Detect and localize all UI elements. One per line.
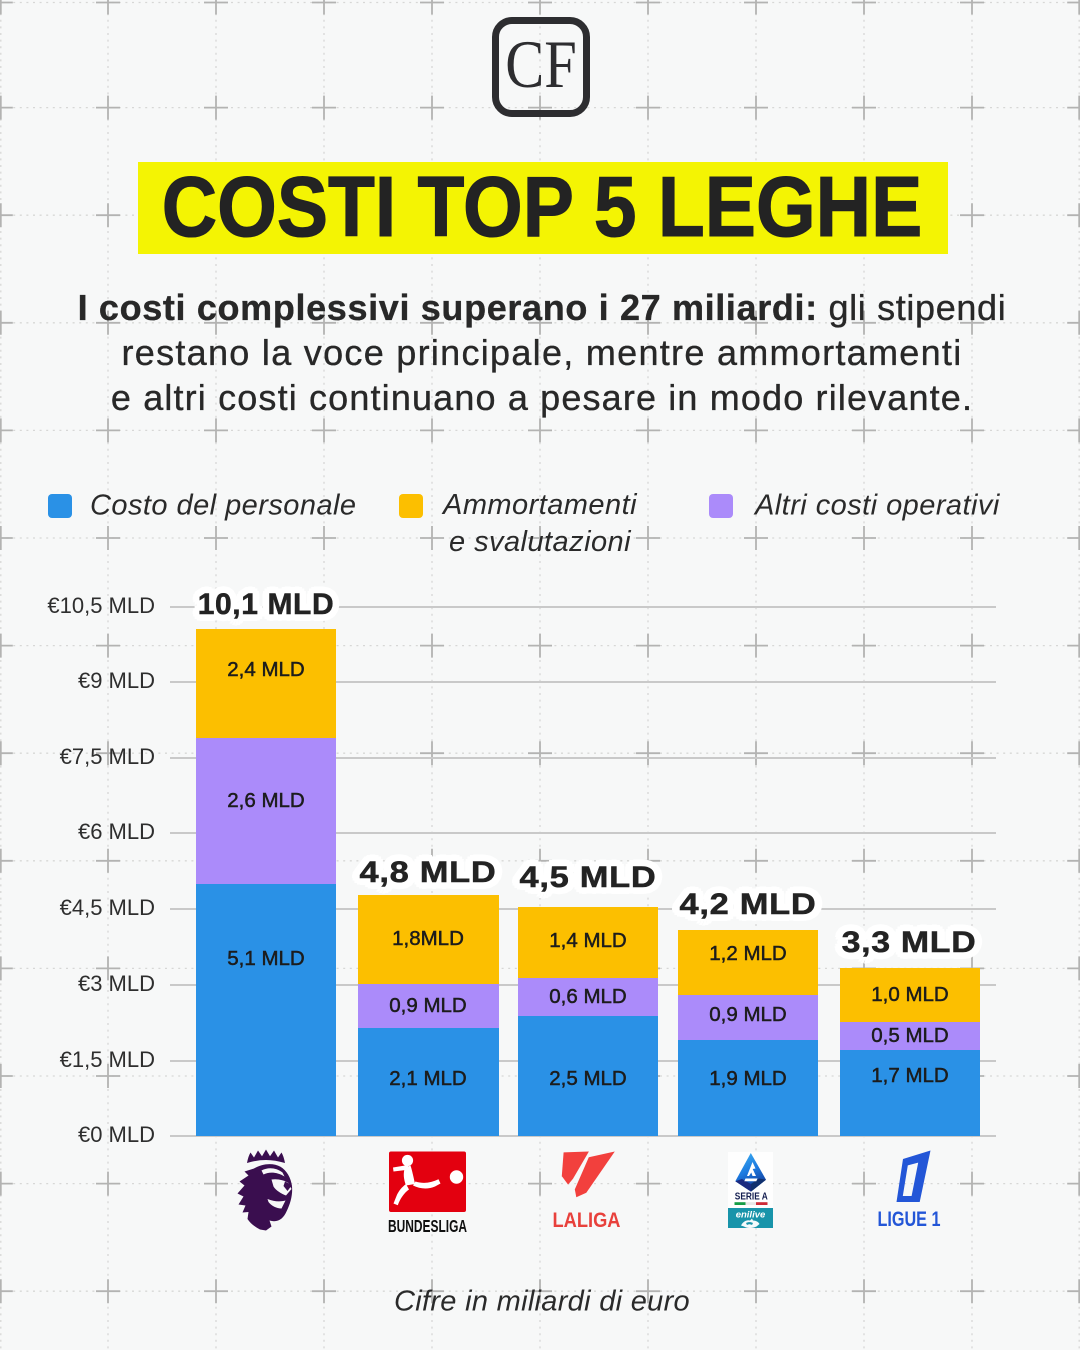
svg-text:LALIGA: LALIGA [553, 1209, 621, 1232]
svg-text:enilive: enilive [736, 1210, 766, 1221]
svg-text:SERIE A: SERIE A [735, 1192, 768, 1203]
svg-text:BUNDESLIGA: BUNDESLIGA [388, 1216, 467, 1236]
svg-text:LIGUE 1: LIGUE 1 [878, 1208, 941, 1230]
